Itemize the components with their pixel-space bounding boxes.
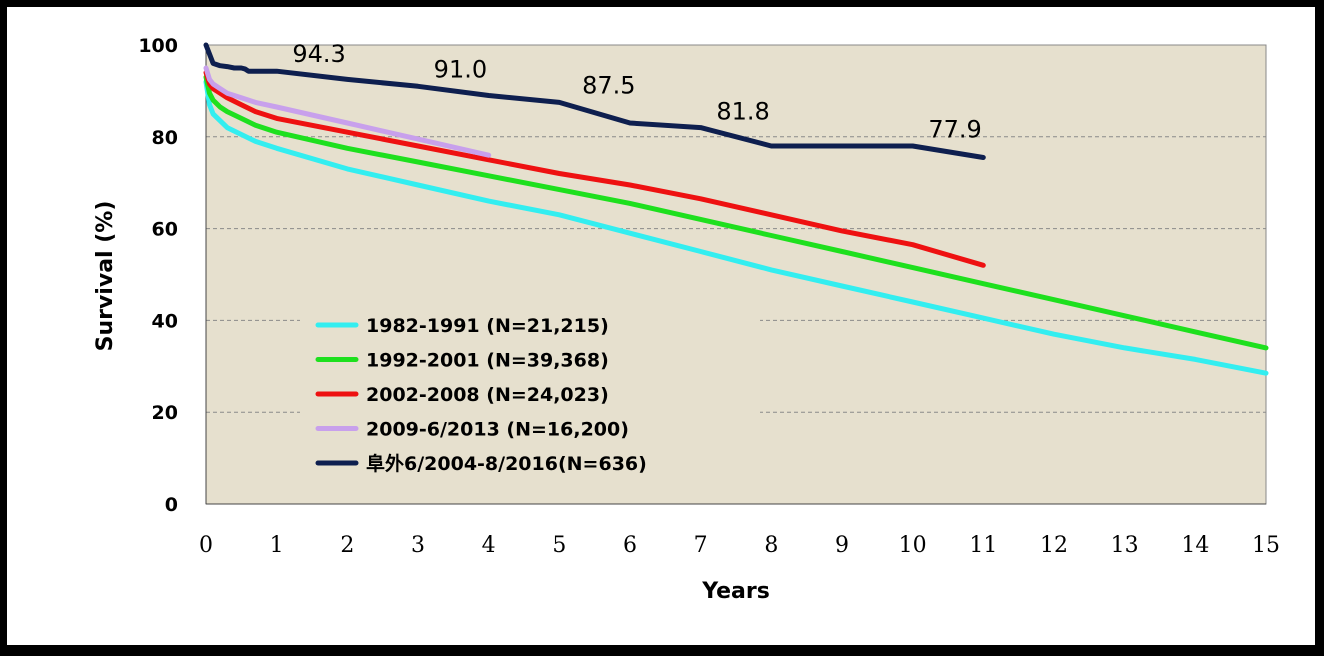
x-tick-8: 8 xyxy=(764,533,778,558)
y-tick-20: 20 xyxy=(152,402,178,424)
x-tick-2: 2 xyxy=(340,533,354,558)
x-tick-14: 14 xyxy=(1181,533,1209,558)
annotation-1: 94.3 xyxy=(292,40,345,68)
x-tick-3: 3 xyxy=(411,533,425,558)
x-tick-5: 5 xyxy=(552,533,566,558)
x-tick-0: 0 xyxy=(199,533,213,558)
legend-box xyxy=(300,308,760,483)
series-lines xyxy=(203,42,1269,376)
legend-label-4: 2009-6/2013 (N=16,200) xyxy=(366,419,629,441)
y-tick-60: 60 xyxy=(152,219,178,241)
series-line-5 xyxy=(203,42,986,160)
value-annotations: 94.3 91.0 87.5 81.8 77.9 xyxy=(292,40,981,143)
x-tick-12: 12 xyxy=(1040,533,1068,558)
series-line-3 xyxy=(203,70,986,268)
y-axis-label: Survival (%) xyxy=(93,201,118,352)
y-tick-0: 0 xyxy=(165,494,178,516)
legend-label-1: 1982-1991 (N=21,215) xyxy=(366,315,609,337)
legend-label-5: 阜外6/2004-8/2016(N=636) xyxy=(366,452,647,475)
annotation-4: 81.8 xyxy=(716,98,769,126)
annotation-5: 77.9 xyxy=(928,115,981,143)
series-line-2 xyxy=(203,74,1269,351)
y-tick-40: 40 xyxy=(152,310,178,332)
x-tick-10: 10 xyxy=(899,533,927,558)
legend: 1982-1991 (N=21,215) 1992-2001 (N=39,368)… xyxy=(315,315,647,475)
x-tick-11: 11 xyxy=(969,533,997,558)
x-tick-9: 9 xyxy=(835,533,849,558)
y-tick-labels: 0 20 40 60 80 100 xyxy=(138,35,178,516)
y-tick-100: 100 xyxy=(138,35,178,57)
x-tick-13: 13 xyxy=(1111,533,1139,558)
legend-label-3: 2002-2008 (N=24,023) xyxy=(366,384,609,406)
x-axis-label: Years xyxy=(701,579,770,604)
x-tick-1: 1 xyxy=(270,533,284,558)
legend-label-2: 1992-2001 (N=39,368) xyxy=(366,350,609,372)
annotation-3: 87.5 xyxy=(582,71,635,99)
x-tick-labels: 0 1 2 3 4 5 6 7 8 9 10 11 12 13 14 15 xyxy=(199,533,1280,558)
x-tick-6: 6 xyxy=(623,533,637,558)
x-tick-7: 7 xyxy=(694,533,708,558)
x-tick-15: 15 xyxy=(1252,533,1280,558)
y-tick-80: 80 xyxy=(152,127,178,149)
series-line-4 xyxy=(203,65,492,158)
x-tick-4: 4 xyxy=(482,533,496,558)
annotation-2: 91.0 xyxy=(434,55,487,83)
series-line-1 xyxy=(203,79,1269,376)
